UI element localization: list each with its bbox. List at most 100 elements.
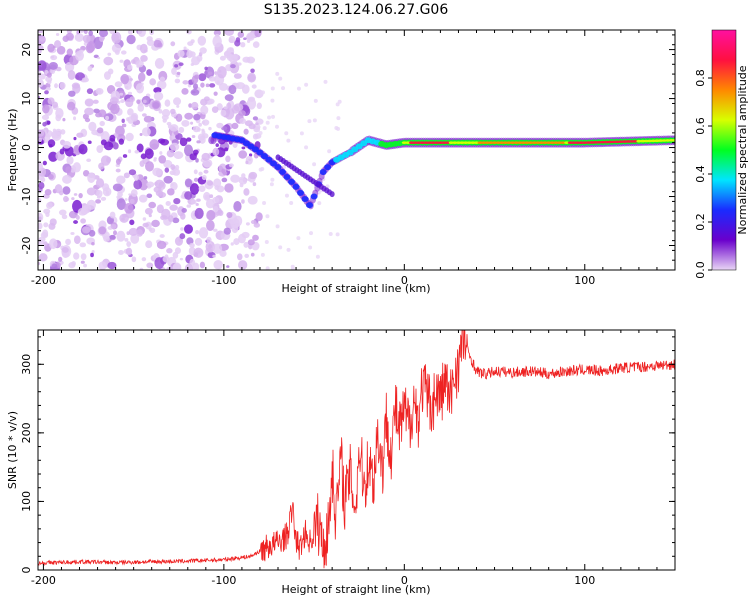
heatmap-noise-blob xyxy=(128,169,137,176)
heatmap-noise-blob xyxy=(182,80,189,85)
heatmap-noise-blob xyxy=(208,243,213,249)
heatmap-noise-blob xyxy=(156,240,167,250)
heatmap-noise-blob xyxy=(55,108,64,119)
heatmap-noise-blob xyxy=(174,78,181,84)
heatmap-noise-blob xyxy=(177,49,185,58)
heatmap-noise-blob xyxy=(62,117,66,122)
heatmap-noise-blob xyxy=(38,261,41,266)
heatmap-noise-blob xyxy=(111,31,122,44)
heatmap-noise-blob xyxy=(224,30,235,36)
heatmap-trace-peak xyxy=(412,141,418,144)
heatmap-noise-blob xyxy=(286,247,291,252)
heatmap-trace-peak xyxy=(585,141,591,144)
heatmap-noise-blob xyxy=(313,98,318,103)
heatmap-noise-blob xyxy=(98,109,107,118)
heatmap-noise-blob xyxy=(230,174,241,183)
heatmap-noise-blob xyxy=(307,119,312,124)
heatmap-noise-blob xyxy=(267,115,272,120)
heatmap-noise-blob xyxy=(110,103,120,115)
heatmap-noise-blob xyxy=(223,227,231,235)
heatmap-noise-blob xyxy=(146,262,154,269)
heatmap-trace-core xyxy=(310,193,318,200)
heatmap-noise-blob xyxy=(73,220,79,224)
heatmap-trace-peak xyxy=(560,141,566,144)
heatmap-noise-blob xyxy=(231,224,239,234)
heatmap-noise-blob xyxy=(62,174,72,184)
snr-y-tick-label: 200 xyxy=(20,422,33,443)
heatmap-noise-blob xyxy=(255,122,259,126)
heatmap-noise-blob xyxy=(170,164,176,171)
snr-y-ticks: 0 100 200 300 xyxy=(20,336,675,574)
heatmap-noise-blob xyxy=(337,99,342,104)
heatmap-x-tick-label: 0 xyxy=(401,274,408,287)
heatmap-noise-blob xyxy=(216,122,224,129)
heatmap-noise-blob xyxy=(230,242,234,246)
heatmap-trace-peak xyxy=(513,141,519,144)
heatmap-noise-blob xyxy=(160,138,170,146)
heatmap-noise-blob xyxy=(120,73,130,85)
heatmap-trace-peak xyxy=(466,141,472,144)
heatmap-trace-core xyxy=(288,178,296,185)
heatmap-noise-blob xyxy=(198,171,203,176)
heatmap-noise-blob xyxy=(170,41,176,47)
heatmap-noise-blob xyxy=(153,87,162,94)
heatmap-trace-core xyxy=(260,153,268,160)
heatmap-noise-blob xyxy=(100,139,107,146)
heatmap-trace-peak xyxy=(654,139,660,142)
heatmap-noise-blob xyxy=(92,99,99,104)
heatmap-trace-peak xyxy=(455,141,461,144)
heatmap-noise-blob xyxy=(171,67,177,75)
heatmap-noise-blob xyxy=(57,240,61,244)
heatmap-noise-blob xyxy=(109,134,116,142)
heatmap-noise-blob xyxy=(211,106,219,114)
heatmap-noise-blob xyxy=(113,230,118,236)
heatmap-trace-peak xyxy=(607,140,613,144)
heatmap-noise-blob xyxy=(159,234,165,238)
heatmap-noise-blob xyxy=(325,184,330,189)
heatmap-noise-blob xyxy=(265,214,270,219)
heatmap-noise-blob xyxy=(124,237,129,242)
heatmap-noise-blob xyxy=(162,118,167,123)
heatmap-noise-blob xyxy=(189,242,195,248)
heatmap-noise-blob xyxy=(246,178,251,182)
heatmap-noise-blob xyxy=(88,30,93,36)
heatmap-noise-blob xyxy=(61,214,68,220)
heatmap-noise-blob xyxy=(278,76,283,81)
heatmap-trace-peak xyxy=(445,141,451,144)
heatmap-noise-blob xyxy=(58,209,67,216)
heatmap-noise-blob xyxy=(43,241,48,247)
heatmap-noise-blob xyxy=(173,151,184,160)
heatmap-noise-blob xyxy=(317,201,322,206)
heatmap-trace-peak xyxy=(419,141,425,144)
heatmap-noise-blob xyxy=(127,91,133,95)
heatmap-noise-blob xyxy=(199,47,207,54)
heatmap-noise-blob xyxy=(149,139,160,150)
heatmap-noise-blob xyxy=(42,121,47,127)
heatmap-noise-blob xyxy=(169,124,179,132)
heatmap-noise-blob xyxy=(48,61,58,70)
heatmap-noise-blob xyxy=(40,177,46,183)
heatmap-noise-blob xyxy=(141,127,151,137)
heatmap-noise-blob xyxy=(87,140,92,144)
heatmap-noise-blob xyxy=(159,76,166,82)
heatmap-noise-blob xyxy=(252,182,257,187)
heatmap-noise-blob xyxy=(195,229,200,235)
heatmap-noise-blob xyxy=(215,143,219,148)
heatmap-noise-blob xyxy=(213,228,218,232)
heatmap-noise-blob xyxy=(252,133,259,140)
heatmap-noise-blob xyxy=(95,87,104,95)
heatmap-trace-core xyxy=(297,189,305,196)
heatmap-noise-blob xyxy=(261,90,266,95)
heatmap-noise-blob xyxy=(143,115,153,123)
heatmap-noise-blob xyxy=(80,253,87,261)
heatmap-noise-blob xyxy=(176,104,180,108)
heatmap-noise-blob xyxy=(241,199,245,204)
heatmap-noise-blob xyxy=(107,261,117,270)
heatmap-noise-blob xyxy=(63,195,69,203)
heatmap-trace-peak xyxy=(488,141,494,144)
heatmap-noise-blob xyxy=(65,238,71,246)
heatmap-noise-blob xyxy=(274,124,279,129)
heatmap-noise-blob xyxy=(262,126,267,131)
heatmap-noise-blob xyxy=(206,209,216,221)
heatmap-noise-blob xyxy=(328,232,333,237)
